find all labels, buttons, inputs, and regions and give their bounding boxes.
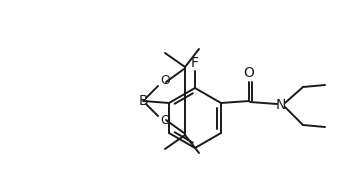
Text: O: O [160,74,170,87]
Text: N: N [276,98,286,112]
Text: O: O [244,66,254,80]
Text: O: O [160,115,170,127]
Text: F: F [191,56,199,70]
Text: B: B [138,94,148,108]
